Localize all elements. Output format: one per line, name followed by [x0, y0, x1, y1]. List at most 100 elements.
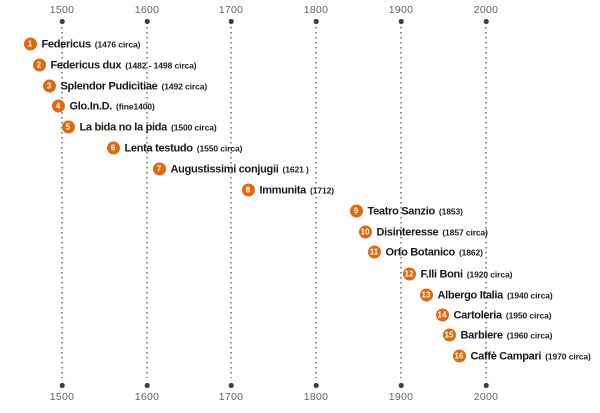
event-date-label: (1492 circa)	[161, 81, 208, 91]
event-name-label: Splendor Pudicitiae	[60, 80, 158, 92]
event-date-label: (1857 circa)	[442, 227, 488, 237]
timeline-event: 12 F.lli Boni (1920 circa)	[402, 267, 513, 281]
timeline-event: 13 Albergo Italia (1940 circa)	[419, 288, 553, 302]
event-number-badge: 1	[23, 37, 37, 51]
event-name-label: Federicus	[41, 38, 92, 50]
event-number-badge: 9	[349, 204, 363, 218]
axis-year-label: 2000	[473, 390, 499, 403]
timeline-event: 14 Cartoleria (1950 circa)	[435, 308, 552, 322]
timeline-event: 11 Orto Botanico (1862)	[367, 245, 483, 259]
century-gridline-dotted	[400, 27, 402, 378]
event-date-label: (1970 circa)	[545, 351, 591, 361]
event-number-badge: 8	[241, 183, 255, 197]
event-date-label: (1712)	[310, 185, 334, 195]
event-number-badge: 10	[358, 225, 372, 239]
century-gridline-dotted	[230, 27, 232, 378]
axis-year-label: 1700	[218, 390, 244, 403]
event-date-label: (1940 circa)	[506, 290, 553, 300]
event-name-label: Augustissimi conjugii	[170, 163, 279, 175]
axis-tick: 1700	[219, 4, 244, 27]
timeline-event: 10 Disinteresse (1857 circa)	[358, 225, 488, 239]
event-number-badge: 5	[61, 120, 75, 134]
axis-tick-dot	[398, 19, 404, 24]
event-name-label: Cartoleria	[453, 309, 503, 321]
event-number-badge: 12	[402, 267, 416, 281]
axis-tick-dot	[228, 19, 234, 24]
axis-tick-dot	[313, 383, 319, 388]
axis-tick: 1700	[219, 380, 244, 403]
axis-tick: 1800	[304, 4, 329, 27]
event-date-label: (1500 circa)	[171, 122, 217, 132]
axis-year-label: 1600	[134, 390, 160, 403]
event-name-label: Disinteresse	[376, 226, 439, 238]
axis-tick-dot	[144, 19, 150, 24]
event-date-label: (1920 circa)	[466, 269, 513, 279]
axis-tick: 1900	[389, 4, 414, 27]
timeline-event: 6 Lenta testudo (1550 circa)	[106, 141, 243, 155]
event-number-badge: 3	[42, 79, 56, 93]
century-gridline-dotted	[146, 27, 148, 378]
axis-year-label: 1800	[303, 4, 329, 16]
event-date-label: (1960 circa)	[506, 330, 553, 340]
axis-tick-dot	[313, 19, 319, 24]
event-date-label: (1621 )	[282, 164, 309, 174]
timeline-event: 2 Federicus dux (1482 - 1498 circa)	[32, 58, 197, 72]
axis-year-label: 1900	[388, 4, 414, 16]
event-date-label: (1853)	[438, 206, 463, 216]
event-name-label: Orto Botanico	[385, 246, 456, 258]
axis-tick-dot	[228, 383, 234, 388]
event-date-label: (1476 circa)	[94, 39, 141, 49]
event-number-badge: 4	[51, 99, 65, 113]
event-name-label: Federicus dux	[50, 59, 122, 71]
event-name-label: Caffè Campari	[470, 350, 542, 362]
axis-tick: 1800	[304, 380, 329, 403]
axis-tick-dot	[59, 383, 65, 388]
timeline-event: 15 Barbiere (1960 circa)	[442, 328, 553, 342]
axis-tick: 1600	[135, 380, 160, 403]
timeline-event: 16 Caffè Campari (1970 circa)	[452, 349, 591, 363]
axis-year-label: 1700	[218, 4, 244, 16]
event-date-label: (1550 circa)	[196, 143, 243, 153]
axis-year-label: 1800	[303, 390, 329, 403]
event-name-label: Immunita	[259, 184, 307, 196]
axis-tick-dot	[398, 383, 404, 388]
event-name-label: Teatro Sanzio	[367, 205, 436, 217]
event-number-badge: 15	[442, 328, 456, 342]
timeline-event: 3 Splendor Pudicitiae (1492 circa)	[42, 79, 208, 93]
axis-year-label: 1900	[388, 390, 414, 403]
axis-tick-dot	[59, 19, 65, 24]
axis-tick-dot	[483, 19, 489, 24]
century-gridline-dotted	[61, 27, 63, 378]
axis-year-label: 1500	[49, 4, 75, 16]
event-number-badge: 11	[367, 245, 381, 259]
axis-tick: 2000	[474, 4, 499, 27]
axis-tick: 2000	[474, 380, 499, 403]
event-date-label: (1950 circa)	[505, 310, 552, 320]
event-name-label: F.lli Boni	[420, 268, 464, 280]
event-date-label: (fine1400)	[116, 101, 155, 111]
axis-tick: 1500	[50, 4, 75, 27]
event-number-badge: 14	[435, 308, 449, 322]
timeline-event: 4 Glo.In.D. (fine1400)	[51, 99, 155, 113]
timeline-event: 5 La bida no la pida (1500 circa)	[61, 120, 217, 134]
event-date-label: (1482 - 1498 circa)	[125, 60, 197, 70]
axis-tick-dot	[144, 383, 150, 388]
event-date-label: (1862)	[458, 247, 483, 257]
axis-tick: 1900	[389, 380, 414, 403]
timeline-event: 8 Immunita (1712)	[241, 183, 334, 197]
axis-year-label: 2000	[473, 4, 499, 16]
event-number-badge: 2	[32, 58, 46, 72]
axis-year-label: 1500	[49, 390, 75, 403]
event-number-badge: 6	[106, 141, 120, 155]
axis-year-label: 1600	[134, 4, 160, 16]
timeline-event: 1 Federicus (1476 circa)	[23, 37, 141, 51]
event-name-label: Albergo Italia	[437, 289, 504, 301]
event-number-badge: 13	[419, 288, 433, 302]
axis-tick-dot	[483, 383, 489, 388]
axis-tick: 1500	[50, 380, 75, 403]
timeline-event: 7 Augustissimi conjugii (1621 )	[152, 162, 309, 176]
event-number-badge: 7	[152, 162, 166, 176]
event-name-label: Glo.In.D.	[69, 100, 113, 112]
axis-tick: 1600	[135, 4, 160, 27]
